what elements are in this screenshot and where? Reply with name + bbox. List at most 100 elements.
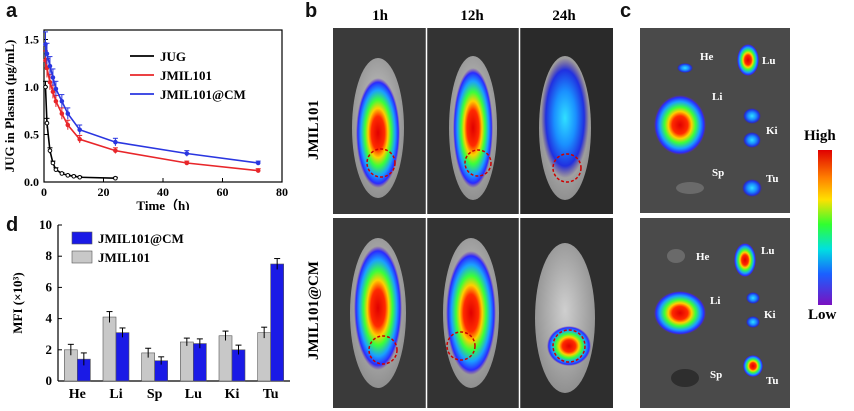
data-point (59, 171, 65, 176)
x-axis-label: Time（h) (136, 198, 189, 210)
bar (270, 263, 284, 382)
color-scale-bar (818, 150, 832, 305)
y-tick-label: 1.0 (24, 80, 39, 94)
data-point (50, 75, 56, 80)
panel-label-b: b (305, 0, 318, 22)
organ-lu-2 (734, 243, 756, 277)
organ-sp-1 (676, 182, 704, 194)
label-sp-1: Sp (712, 167, 724, 179)
legend-label: JMIL101 (98, 250, 150, 265)
panel-label-a: a (6, 0, 18, 22)
label-lu-2: Lu (761, 245, 774, 257)
data-point (47, 148, 53, 153)
data-point (44, 51, 50, 57)
panel-label-d: d (6, 214, 19, 236)
data-point (113, 148, 118, 153)
timepoint-1h: 1h (372, 8, 388, 24)
legend-label: JMIL101@CM (160, 87, 246, 102)
organ-tu-2 (743, 355, 763, 377)
data-point (113, 139, 118, 145)
data-point (65, 122, 71, 128)
legend-label: JMIL101@CM (98, 231, 184, 246)
data-point (184, 160, 190, 166)
x-tick-label: He (69, 387, 86, 402)
scale-low-label: Low (808, 307, 837, 323)
data-point (50, 160, 56, 166)
data-point (59, 111, 65, 116)
mouse-jmil101-12h (449, 56, 497, 200)
data-point (43, 84, 48, 90)
label-ki-1: Ki (766, 125, 778, 137)
organ-ki-1b (743, 132, 761, 148)
mouse-jmil101-cm-12h (443, 238, 499, 388)
x-tick-label: 40 (157, 185, 169, 199)
label-he-1: He (700, 51, 714, 63)
series-line (44, 86, 116, 179)
ex-vivo-organ-imaging: He Lu Li Ki Sp Tu He Lu Li Ki Sp Tu (640, 28, 790, 408)
data-point (65, 173, 71, 178)
organ-tu-1 (742, 179, 762, 197)
data-point (44, 120, 50, 126)
data-point (77, 136, 82, 142)
data-point (50, 89, 56, 95)
bar (257, 332, 271, 382)
data-point (65, 111, 71, 116)
organ-lu-1 (737, 44, 759, 76)
x-tick-label: 20 (98, 185, 110, 199)
pharmacokinetics-line-chart: 0 20 40 60 80 0.0 0.5 1.0 1.5 Time（h) JUG in Plasm… (2, 29, 288, 210)
organ-ki-2a (746, 292, 760, 304)
label-li-1: Li (712, 91, 722, 103)
data-point (71, 174, 77, 179)
data-point (53, 98, 59, 104)
y-tick-label: 6 (46, 279, 53, 294)
x-tick-label: 60 (217, 185, 229, 199)
data-point (77, 174, 82, 180)
label-li-2: Li (710, 295, 720, 307)
y-tick-label: 0 (46, 373, 53, 388)
organ-he-1 (677, 63, 693, 73)
mfi-bar-chart: 0 2 4 6 8 10 MFI (×10³) He Li Sp Lu Ki Tu JMIL101@CM J… (10, 217, 290, 402)
y-axis-label: MFI (×10³) (10, 272, 25, 333)
timepoint-24h: 24h (552, 8, 576, 24)
y-tick-label: 0.5 (24, 128, 39, 142)
row-label-jmil101: JMIL101 (306, 100, 322, 160)
series-line (44, 44, 259, 164)
y-tick-label: 10 (39, 217, 52, 232)
x-tick-label: Lu (185, 387, 202, 402)
data-point (53, 86, 59, 92)
legend-label: JUG (160, 49, 186, 64)
organ-he-2 (667, 249, 685, 263)
x-tick-label: 80 (276, 185, 288, 199)
y-tick-label: 2 (46, 342, 53, 357)
label-sp-2: Sp (710, 369, 722, 381)
bar (115, 332, 130, 382)
data-point (59, 98, 65, 104)
organ-li-1 (654, 95, 706, 155)
y-tick-label: 0.0 (24, 175, 39, 189)
mouse-jmil101-cm-24h (535, 243, 595, 393)
mouse-jmil101-24h (539, 56, 591, 200)
x-tick-label: Li (109, 387, 122, 402)
in-vivo-imaging-grid (333, 28, 613, 408)
label-tu-1: Tu (766, 173, 778, 185)
bar (180, 341, 194, 382)
legend-swatch (71, 231, 93, 245)
mouse-jmil101-1h (352, 58, 404, 198)
organ-sp-2 (671, 369, 699, 387)
data-point (184, 151, 190, 156)
y-tick-label: 1.5 (24, 33, 39, 47)
series-line (44, 60, 259, 172)
x-tick-label: Sp (147, 387, 163, 402)
label-ki-2: Ki (764, 309, 776, 321)
data-point (47, 63, 53, 69)
legend-swatch (71, 250, 93, 264)
mouse-jmil101-cm-1h (350, 238, 406, 388)
organ-li-2 (654, 291, 706, 335)
bar (193, 343, 207, 382)
bar (102, 316, 117, 382)
bar (218, 335, 233, 382)
label-tu-2: Tu (766, 375, 778, 387)
y-tick-label: 4 (46, 311, 53, 326)
label-lu-1: Lu (762, 55, 775, 67)
data-point (255, 168, 261, 173)
